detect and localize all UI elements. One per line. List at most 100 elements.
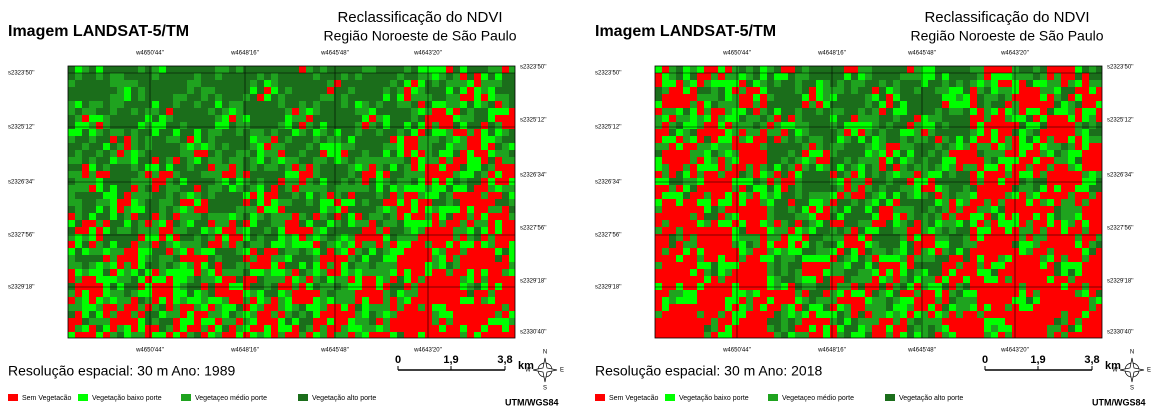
image-cell [739,108,746,115]
image-cell [1096,150,1102,157]
image-cell [1005,94,1012,101]
image-cell [299,241,306,248]
image-cell [1040,290,1047,297]
image-cell [103,136,110,143]
image-cell [1026,101,1033,108]
image-cell [425,171,432,178]
image-cell [502,115,509,122]
image-cell [411,143,418,150]
image-cell [795,115,802,122]
image-cell [655,262,662,269]
image-cell [306,164,313,171]
image-cell [1005,206,1012,213]
image-cell [502,150,509,157]
image-cell [998,206,1005,213]
image-cell [1068,164,1075,171]
image-cell [117,122,124,129]
image-cell [1082,213,1089,220]
image-cell [655,290,662,297]
image-cell [362,192,369,199]
image-cell [907,318,914,325]
image-cell [481,94,488,101]
image-cell [739,150,746,157]
image-cell [425,304,432,311]
image-cell [194,136,201,143]
image-cell [145,192,152,199]
image-cell [704,248,711,255]
image-cell [257,66,264,73]
image-cell [285,262,292,269]
image-cell [830,311,837,318]
image-cell [68,178,75,185]
image-cell [942,66,949,73]
image-cell [914,297,921,304]
image-cell [292,206,299,213]
image-cell [1061,66,1068,73]
image-cell [991,199,998,206]
image-cell [851,206,858,213]
image-cell [110,220,117,227]
image-cell [795,136,802,143]
image-cell [96,136,103,143]
image-cell [991,192,998,199]
image-cell [376,157,383,164]
image-cell [781,255,788,262]
image-cell [166,304,173,311]
image-cell [746,157,753,164]
image-cell [145,129,152,136]
image-cell [690,206,697,213]
image-cell [194,276,201,283]
image-cell [243,297,250,304]
image-cell [264,87,271,94]
image-cell [250,227,257,234]
image-cell [949,262,956,269]
image-cell [299,276,306,283]
image-cell [215,304,222,311]
image-cell [704,297,711,304]
image-cell [495,220,502,227]
image-cell [711,269,718,276]
image-cell [970,318,977,325]
image-cell [103,255,110,262]
image-cell [96,206,103,213]
image-cell [96,262,103,269]
image-cell [166,206,173,213]
image-cell [963,269,970,276]
image-cell [725,255,732,262]
image-cell [215,178,222,185]
image-cell [774,297,781,304]
image-cell [690,255,697,262]
image-cell [991,150,998,157]
image-cell [96,171,103,178]
image-cell [732,199,739,206]
image-cell [690,311,697,318]
image-cell [474,318,481,325]
image-cell [418,227,425,234]
image-cell [264,220,271,227]
image-cell [914,276,921,283]
image-cell [837,311,844,318]
image-cell [481,311,488,318]
image-cell [236,87,243,94]
image-cell [488,150,495,157]
image-cell [208,94,215,101]
image-cell [1033,178,1040,185]
image-cell [229,122,236,129]
image-cell [467,157,474,164]
image-cell [1005,136,1012,143]
image-cell [816,108,823,115]
image-cell [1061,101,1068,108]
image-cell [425,185,432,192]
image-cell [858,66,865,73]
image-cell [285,73,292,80]
image-cell [851,143,858,150]
image-cell [984,290,991,297]
image-cell [278,220,285,227]
image-cell [75,115,82,122]
image-cell [425,178,432,185]
image-cell [383,297,390,304]
image-cell [809,213,816,220]
image-cell [858,164,865,171]
image-cell [173,269,180,276]
image-cell [180,129,187,136]
